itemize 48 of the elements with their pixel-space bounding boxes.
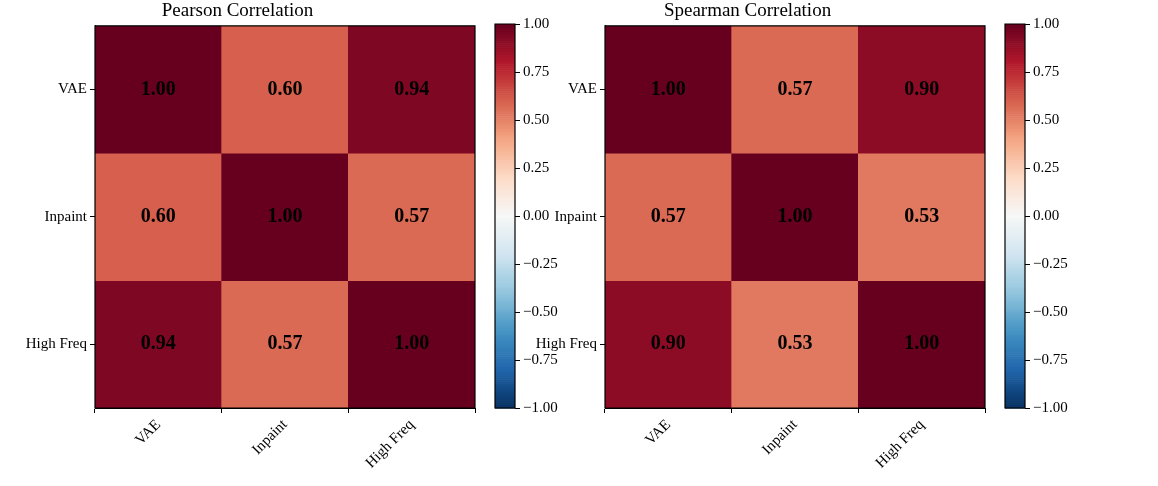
x-tick-label: High Freq (871, 415, 927, 471)
chart-title: Spearman Correlation (663, 0, 832, 21)
data-label: 0.57 (650, 204, 686, 227)
data-label: 0.90 (904, 76, 940, 99)
chart-title: Pearson Correlation (161, 0, 314, 21)
data-label: 1.00 (394, 331, 430, 354)
color-bar-label: 1.00 (1033, 14, 1060, 31)
y-tick-label: Inpaint (554, 207, 598, 224)
x-tick-label: High Freq (361, 415, 417, 471)
color-bar-label: 0.00 (1033, 206, 1060, 223)
color-bar-label: −0.75 (523, 350, 558, 367)
color-bar-label: 0.75 (523, 62, 550, 79)
data-label: 1.00 (650, 76, 686, 99)
color-bar-label: 0.50 (523, 110, 550, 127)
y-tick-label: High Freq (25, 335, 88, 352)
data-label: 0.90 (650, 331, 686, 354)
data-label: 1.00 (777, 204, 813, 227)
data-label: 0.53 (904, 204, 940, 227)
data-label: 0.60 (140, 204, 176, 227)
color-bar-label: −0.25 (1033, 254, 1068, 271)
color-bar-label: 0.00 (523, 206, 550, 223)
color-bar-label: −0.75 (1033, 350, 1068, 367)
data-label: 0.94 (394, 76, 430, 99)
color-bar-label: −1.00 (523, 398, 558, 415)
data-label: 0.57 (267, 331, 303, 354)
y-tick-label: Inpaint (44, 207, 88, 224)
color-bar-label: 0.50 (1033, 110, 1060, 127)
data-label: 0.57 (777, 76, 813, 99)
color-bar-label: 0.25 (1033, 158, 1060, 175)
color-bar-label: −1.00 (1033, 398, 1068, 415)
data-label: 0.60 (267, 76, 303, 99)
data-label: 0.53 (777, 331, 813, 354)
data-label: 1.00 (140, 76, 176, 99)
data-label: 0.57 (394, 204, 430, 227)
data-label: 0.94 (140, 331, 176, 354)
data-label: 1.00 (267, 204, 303, 227)
x-tick-label: VAE (641, 415, 674, 448)
x-tick-label: VAE (131, 415, 164, 448)
color-bar-label: 1.00 (523, 14, 550, 31)
color-bar-label: −0.50 (1033, 302, 1068, 319)
y-tick-label: High Freq (535, 335, 598, 352)
color-bar-label: −0.50 (523, 302, 558, 319)
color-bar-label: 0.25 (523, 158, 550, 175)
color-bar-label: 0.75 (1033, 62, 1060, 79)
color-bar-label: −0.25 (523, 254, 558, 271)
y-tick-label: VAE (58, 80, 87, 97)
data-label: 1.00 (904, 331, 940, 354)
y-tick-label: VAE (568, 80, 597, 97)
